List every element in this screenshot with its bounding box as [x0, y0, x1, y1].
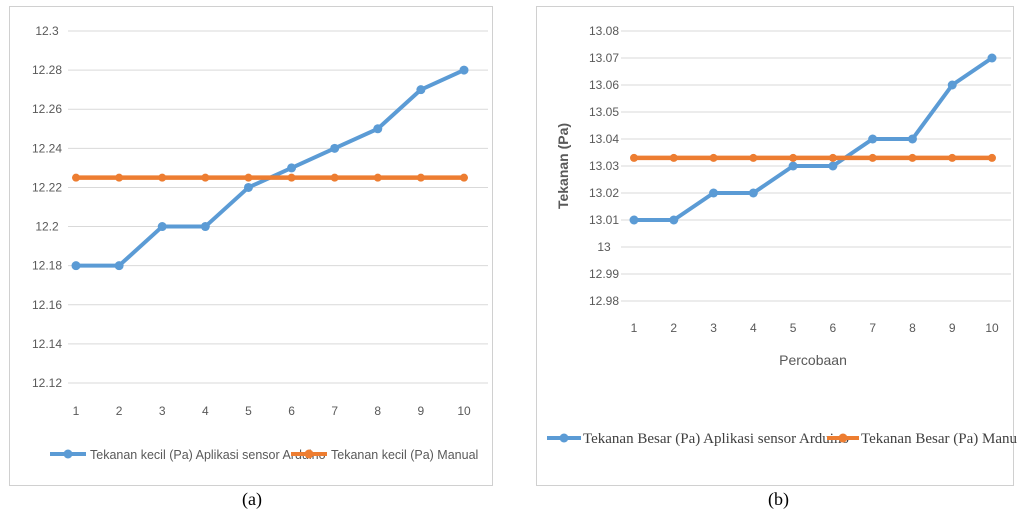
caption-a: (a): [242, 489, 262, 509]
chart-a-series-line-1: [76, 68, 465, 268]
chart-a-series-1-point: [373, 124, 383, 134]
chart-a-series-1-point: [114, 261, 124, 271]
chart-b-xtick-label: 4: [750, 321, 757, 335]
chart-a-series-1-point: [243, 182, 253, 192]
chart-b-series-2-point: [630, 153, 638, 162]
chart-a-ytick-label: 12.14: [32, 337, 62, 351]
chart-b-series-1-point: [748, 188, 758, 198]
chart-b-ytick-label: 12.99: [589, 267, 619, 281]
chart-b-series-2-point: [988, 153, 996, 162]
chart-b-series-1-point: [828, 161, 838, 171]
chart-b-ytick-label: 13.05: [589, 105, 619, 119]
chart-b-series-1-point: [907, 134, 917, 144]
chart-b-series-2-point: [709, 153, 718, 162]
chart-b-xtick-label: 3: [710, 321, 717, 335]
chart-b-y-axis-title: Tekanan (Pa): [555, 123, 571, 209]
chart-a-series-2-point: [115, 173, 124, 182]
chart-b-ytick-label: 12.98: [589, 294, 619, 308]
chart-b-panel: 12.98 12.99 13 13.01 13.02 13.03 13.04 13.05 13.…: [536, 6, 1017, 486]
chart-b-series-2-point: [868, 153, 877, 162]
chart-b-xtick-label: 7: [869, 321, 876, 335]
chart-a-legend-label-1: Tekanan kecil (Pa) Aplikasi sensor Ardui…: [90, 448, 326, 462]
chart-b-ytick-label: 13.07: [589, 51, 619, 65]
chart-a-series-2-point: [460, 173, 468, 182]
chart-a-ytick-label: 12.24: [32, 141, 62, 155]
chart-b-series-line-1: [634, 56, 994, 222]
chart-b-legend-marker-1: [559, 433, 569, 443]
chart-b-ytick-label: 13: [597, 240, 611, 254]
chart-b-xtick-label: 5: [790, 321, 797, 335]
chart-a-series-2-point: [287, 173, 296, 182]
chart-a-xtick-label: 9: [418, 404, 425, 418]
chart-a-xtick-label: 1: [73, 404, 80, 418]
chart-b-xtick-label: 9: [949, 321, 956, 335]
chart-b-series-1-point: [709, 188, 719, 198]
chart-b-xtick-label: 10: [985, 321, 999, 335]
chart-b-series-2-point: [908, 153, 917, 162]
chart-a-ytick-label: 12.2: [35, 220, 59, 234]
chart-b-ytick-label: 13.02: [589, 186, 619, 200]
chart-a-svg: 12.12 12.14 12.16 12.18 12.2 12.22 12.24 12.26 1…: [32, 24, 488, 462]
chart-b-legend-marker-2: [838, 433, 848, 443]
chart-a-series-1-point: [157, 222, 167, 232]
chart-a-series-2-point: [72, 173, 80, 182]
chart-b-series-1-point: [868, 134, 878, 144]
chart-a-series-2-point: [330, 173, 339, 182]
chart-b-xtick-label: 2: [670, 321, 677, 335]
chart-a-series-1-point: [71, 261, 81, 271]
chart-a-panel: 12.12 12.14 12.16 12.18 12.2 12.22 12.24 12.26 1…: [9, 6, 493, 486]
chart-a-series-2-point: [244, 173, 253, 182]
chart-b-xtick-label: 8: [909, 321, 916, 335]
chart-a-series-1-point: [459, 65, 469, 75]
chart-a-legend-label-2: Tekanan kecil (Pa) Manual: [331, 448, 478, 462]
chart-a-xtick-label: 5: [245, 404, 252, 418]
chart-a-ytick-label: 12.22: [32, 180, 62, 194]
chart-b-ytick-label: 13.08: [589, 24, 619, 38]
chart-a-series-1-point: [200, 222, 210, 232]
chart-b-series-2-point: [948, 153, 957, 162]
caption-b: (b): [768, 489, 789, 509]
chart-b-ytick-label: 13.04: [589, 132, 619, 146]
chart-a-legend-marker-2: [304, 449, 314, 459]
chart-b-ytick-label: 13.03: [589, 159, 619, 173]
chart-a-xtick-label: 3: [159, 404, 166, 418]
chart-a-legend-marker-1: [63, 449, 73, 459]
chart-a-xtick-label: 4: [202, 404, 209, 418]
chart-a-series-2-point: [373, 173, 382, 182]
chart-b-xtick-label: 6: [830, 321, 837, 335]
chart-b-series-1-point: [987, 53, 997, 63]
chart-b-series-1-point: [629, 215, 639, 225]
chart-b-series-2-point: [669, 153, 678, 162]
chart-b-series-1-point: [947, 80, 957, 90]
chart-a-xtick-label: 2: [116, 404, 123, 418]
chart-a-series-2-point: [201, 173, 210, 182]
chart-a-series-2-point: [416, 173, 425, 182]
chart-a-ytick-label: 12.16: [32, 298, 62, 312]
chart-a-series-1-point: [287, 163, 297, 173]
chart-a-ytick-label: 12.28: [32, 63, 62, 77]
chart-a-ytick-label: 12.3: [35, 24, 59, 38]
chart-a-xtick-label: 8: [374, 404, 381, 418]
chart-b-series-1-point: [669, 215, 679, 225]
chart-a-ytick-label: 12.26: [32, 102, 62, 116]
chart-a-xtick-label: 6: [288, 404, 295, 418]
chart-b-ytick-label: 13.01: [589, 213, 619, 227]
chart-b-ytick-label: 13.06: [589, 78, 619, 92]
chart-b-series-2-point: [828, 153, 837, 162]
chart-b-svg: 12.9812.991313.0113.0213.0313.0413.0513.…: [547, 24, 1017, 447]
chart-b-series-2-point: [789, 153, 798, 162]
chart-a-ytick-label: 12.12: [32, 376, 62, 390]
chart-b-series-1-point: [788, 161, 798, 171]
chart-a-series-1-point: [330, 143, 340, 153]
chart-a-ytick-label: 12.18: [32, 259, 62, 273]
chart-b-series-2-point: [749, 153, 758, 162]
chart-a-xtick-label: 10: [457, 404, 471, 418]
chart-b-xtick-label: 1: [631, 321, 638, 335]
chart-a-series-1-point: [416, 85, 426, 95]
chart-a-xtick-label: 7: [331, 404, 338, 418]
chart-b-legend-label-2: Tekanan Besar (Pa) Manual: [861, 431, 1017, 447]
chart-b-legend-label-1: Tekanan Besar (Pa) Aplikasi sensor Ardui…: [583, 431, 849, 447]
chart-a-series-2-point: [158, 173, 167, 182]
chart-b-x-axis-title: Percobaan: [779, 352, 847, 368]
